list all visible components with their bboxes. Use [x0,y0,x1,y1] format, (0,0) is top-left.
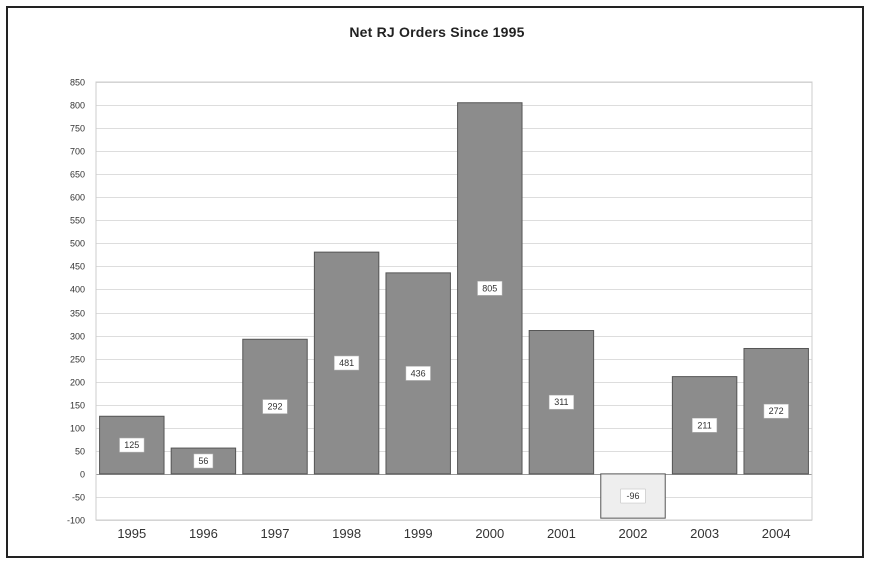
y-tick-label: 400 [70,285,85,295]
axes [95,81,813,521]
y-tick-label: 500 [70,239,85,249]
y-tick-label: 850 [70,78,85,88]
y-tick-label: 650 [70,170,85,180]
data-label: 211 [697,420,711,430]
y-tick-labels: -100 -50 0 50 100 150 200 250 300 350 400 450 500 550… [67,78,85,526]
data-label-box [405,366,431,381]
data-label-box [548,394,574,410]
y-tick-label: 450 [70,262,85,272]
data-label: -96 [626,491,639,501]
x-tick-label: 1997 [261,526,290,541]
y-tick-label: 600 [70,193,85,203]
y-tick-label: -100 [67,516,85,526]
x-tick-label: 2003 [690,526,719,541]
x-tick-label: 2000 [475,526,504,541]
y-tick-label: 0 [80,470,85,480]
data-label-box [477,281,503,296]
chart-title: Net RJ Orders Since 1995 [349,24,525,40]
y-tick-label: 300 [70,332,85,342]
data-label: 481 [339,358,354,368]
data-label-box [262,399,288,414]
y-tick-label: 550 [70,216,85,226]
data-label: 125 [124,440,139,450]
data-label-box [692,418,718,433]
y-tick-label: 50 [75,447,85,457]
x-tick-labels: 1995 1996 1997 1998 1999 2000 2001 2002 2003 2004 [117,526,790,541]
data-label: 292 [267,402,282,412]
data-label: 56 [198,456,208,466]
data-labels: 125 56 292 481 436 805 311 -96 211 272 [119,281,789,504]
plot-area-border [95,81,813,521]
y-tick-label: 750 [70,124,85,134]
y-tick-label: 250 [70,355,85,365]
y-tick-label: 200 [70,378,85,388]
y-tick-label: 700 [70,147,85,157]
gridlines [96,82,812,521]
x-tick-label: 1996 [189,526,218,541]
data-label: 311 [554,397,568,407]
y-tick-label: 150 [70,401,85,411]
x-tick-label: 2004 [762,526,791,541]
x-tick-label: 1995 [117,526,146,541]
data-label-box [193,453,214,469]
y-tick-label: 350 [70,309,85,319]
x-tick-label: 1998 [332,526,361,541]
data-label: 272 [769,406,784,416]
x-tick-label: 2002 [619,526,648,541]
data-label-box [334,355,360,371]
data-label: 436 [411,368,426,378]
y-tick-label: 800 [70,101,85,111]
x-tick-label: 1999 [404,526,433,541]
data-label-box [119,437,145,453]
data-label: 805 [482,283,497,293]
data-label-box [620,488,646,504]
y-tick-label: 100 [70,424,85,434]
x-tick-label: 2001 [547,526,576,541]
y-tick-label: -50 [72,493,85,503]
data-label-box [763,403,789,419]
